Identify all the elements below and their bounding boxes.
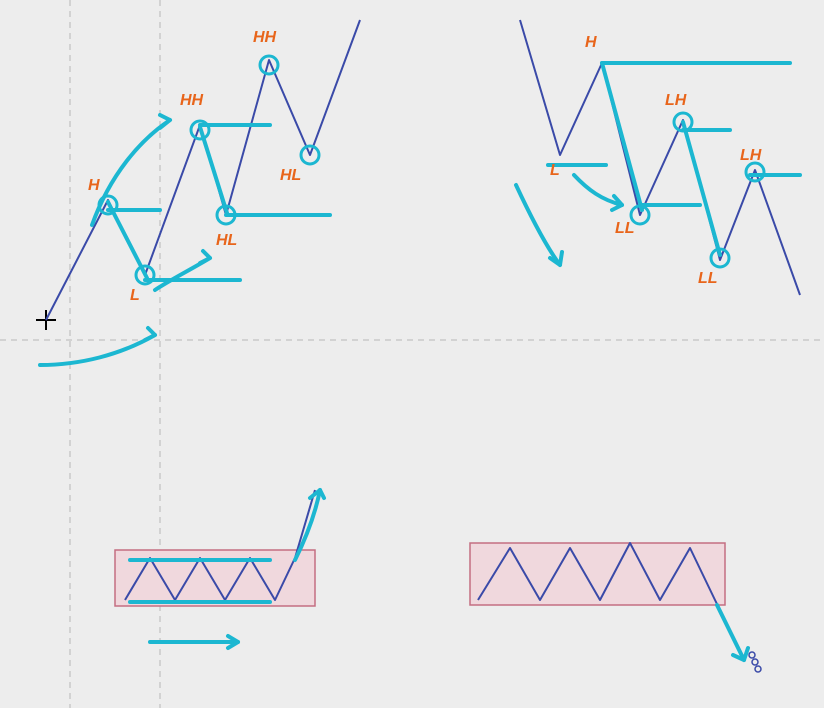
swing-label: H xyxy=(585,34,597,51)
diagram-canvas: HLHHHLHHHLLHLLLHLLLH xyxy=(0,0,824,708)
swing-label: LH xyxy=(665,92,687,109)
swing-label: HH xyxy=(180,92,204,109)
swing-label: HL xyxy=(216,232,237,249)
swing-label: L xyxy=(130,287,140,304)
swing-label: H xyxy=(88,177,100,194)
swing-label: LL xyxy=(615,220,635,237)
swing-label: LL xyxy=(698,270,718,287)
swing-label: HH xyxy=(253,29,277,46)
swing-label: LH xyxy=(740,147,762,164)
swing-label: L xyxy=(550,162,560,179)
swing-label: HL xyxy=(280,167,301,184)
